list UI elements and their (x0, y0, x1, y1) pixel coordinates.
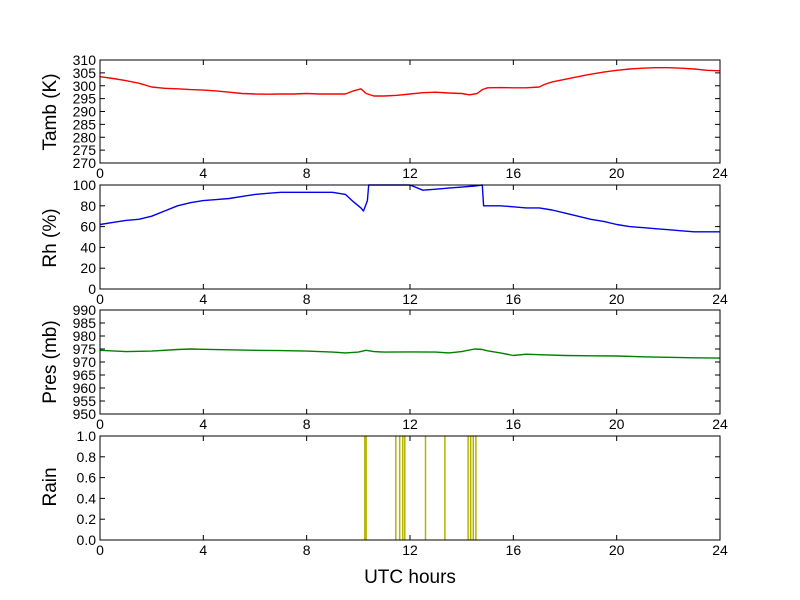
tamb-series-line (99, 66, 721, 97)
rain-xtick-label: 8 (303, 542, 311, 558)
rh-xtick-label: 4 (199, 291, 207, 307)
rain-xtick-label: 16 (506, 542, 522, 558)
rh-ylabel: Rh (%) (40, 208, 61, 267)
pres-series-line (99, 348, 721, 359)
tamb-data (99, 66, 721, 97)
tamb-ytick-label: 270 (73, 155, 97, 171)
pres-data (99, 348, 721, 359)
pres-ytick-label: 990 (73, 302, 97, 318)
rain-data (364, 436, 477, 540)
rh-xtick-label: 12 (402, 291, 418, 307)
tamb-xtick-label: 20 (609, 165, 625, 181)
pres-xtick-label: 24 (712, 416, 728, 432)
pres-ytick-label: 950 (73, 406, 97, 422)
tamb-xtick-label: 16 (506, 165, 522, 181)
pres-ytick-label: 965 (73, 367, 97, 383)
rain-xtick-label: 12 (402, 542, 418, 558)
tamb-ylabel: Tamb (K) (40, 73, 61, 150)
pres-xtick-label: 16 (506, 416, 522, 432)
rain-ytick-label: 0.8 (77, 449, 97, 465)
tamb-xtick-label: 4 (199, 165, 207, 181)
rh-ytick-label: 20 (80, 260, 96, 276)
rain-xtick-label: 4 (199, 542, 207, 558)
pres-ytick-label: 970 (73, 354, 97, 370)
tamb-ytick-label: 285 (73, 116, 97, 132)
rh-ytick-label: 60 (80, 219, 96, 235)
tamb-ytick-label: 275 (73, 142, 97, 158)
pres-xtick-label: 20 (609, 416, 625, 432)
rh-xtick-label: 8 (303, 291, 311, 307)
pres-xtick-label: 12 (402, 416, 418, 432)
pres-panel: Pres (mb) 0 4 8 12 16 20 249509559609659709759… (40, 302, 728, 432)
tamb-ytick-label: 310 (73, 52, 97, 68)
rh-xtick-label: 24 (712, 291, 728, 307)
rh-ytick-label: 40 (80, 239, 96, 255)
tamb-xtick-label: 8 (303, 165, 311, 181)
pres-ylabel: Pres (mb) (40, 320, 61, 403)
rh-xtick-label: 0 (96, 291, 104, 307)
tamb-xtick-label: 24 (712, 165, 728, 181)
pres-ytick-label: 960 (73, 380, 97, 396)
rain-ytick-label: 0.4 (77, 490, 97, 506)
pres-xtick-label: 8 (303, 416, 311, 432)
rh-ytick-label: 80 (80, 198, 96, 214)
pres-xtick-label: 0 (96, 416, 104, 432)
pres-xtick-label: 4 (199, 416, 207, 432)
rain-panel: Rain 0 4 8 12 16 20 24 0.0 0.2 0.4 0.6 0.8 1.0 (40, 428, 728, 558)
tamb-ytick-label: 280 (73, 129, 97, 145)
tamb-ytick-label: 295 (73, 91, 97, 107)
tamb-xtick-label: 0 (96, 165, 104, 181)
rain-ytick-label: 0.6 (77, 470, 97, 486)
tamb-panel: Tamb (K) 0 4 8 12 16 20 2427027528028529029530… (40, 52, 728, 181)
rain-ytick-label: 1.0 (77, 428, 97, 444)
pres-ytick-label: 975 (73, 341, 97, 357)
rain-ytick-label: 0.2 (77, 511, 97, 527)
rain-xtick-label: 20 (609, 542, 625, 558)
rain-xtick-label: 0 (96, 542, 104, 558)
rh-xtick-label: 20 (609, 291, 625, 307)
rh-ytick-label: 0 (88, 281, 96, 297)
rain-ylabel: Rain (40, 467, 61, 506)
pres-ytick-label: 980 (73, 328, 97, 344)
x-axis-label: UTC hours (364, 567, 456, 588)
tamb-xtick-label: 12 (402, 165, 418, 181)
rain-xtick-label: 24 (712, 542, 728, 558)
tamb-ytick-label: 305 (73, 65, 97, 81)
tamb-ytick-label: 300 (73, 78, 97, 94)
rh-ytick-label: 100 (73, 177, 97, 193)
pres-ytick-label: 985 (73, 315, 97, 331)
pres-ytick-label: 955 (73, 393, 97, 409)
rain-ytick-label: 0.0 (77, 532, 97, 548)
tamb-ytick-label: 290 (73, 104, 97, 120)
rh-xtick-label: 16 (506, 291, 522, 307)
